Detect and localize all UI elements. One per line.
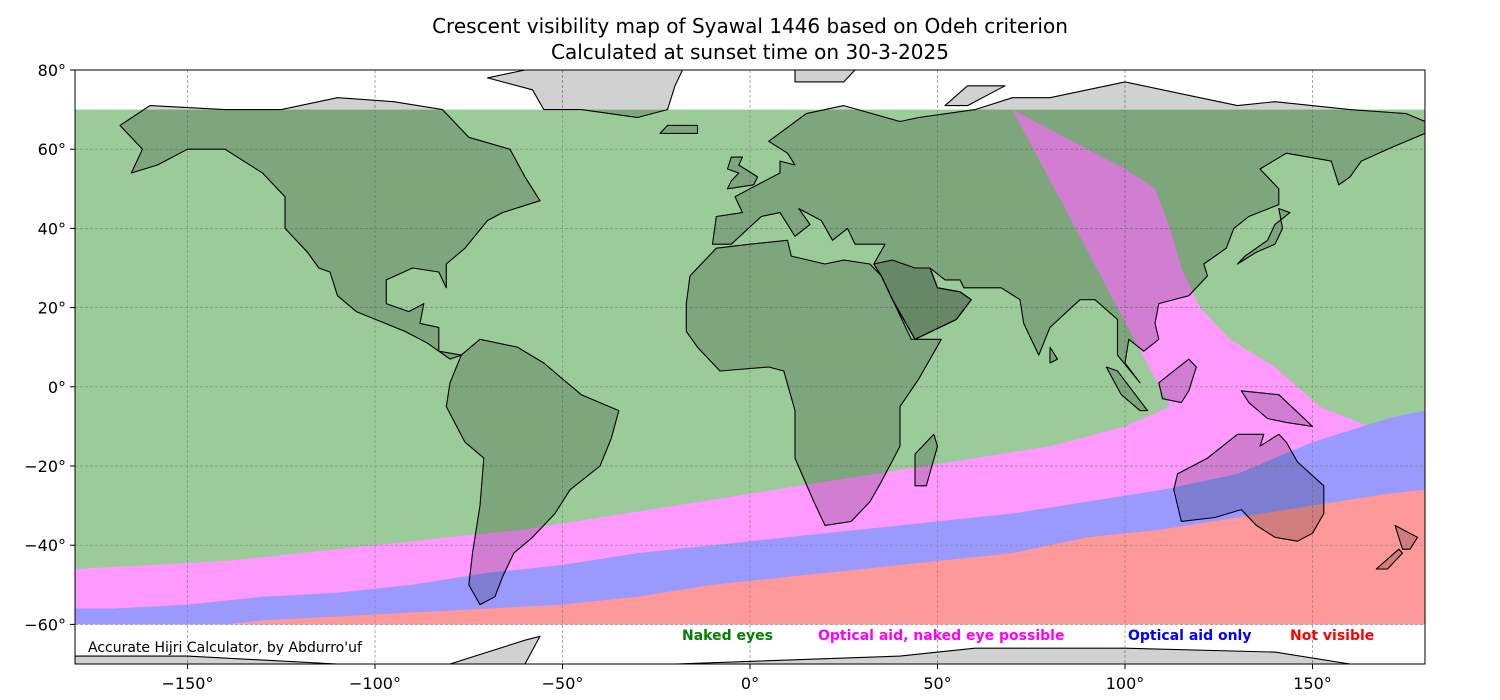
x-tick-label: 50°	[923, 674, 951, 693]
land-novaya-zemlya	[944, 85, 1006, 107]
legend-item: Naked eyes	[682, 628, 773, 644]
x-tick-label: −50°	[542, 674, 584, 693]
land-new-guinea	[1240, 390, 1314, 427]
y-tick-label: 0°	[48, 378, 66, 397]
land-borneo	[1158, 358, 1197, 404]
gridlines	[75, 70, 1425, 664]
x-tick-label: −100°	[349, 674, 401, 693]
x-tick-label: 100°	[1106, 674, 1145, 693]
land-sumatra	[1105, 366, 1149, 412]
land-antarctica-edge	[75, 635, 1425, 664]
credit-text: Accurate Hijri Calculator, by Abdurro'uf	[88, 640, 363, 656]
land-africa	[685, 239, 942, 526]
land-south-america	[445, 338, 620, 606]
continents	[75, 70, 1425, 664]
land-madagascar	[914, 433, 939, 487]
y-tick-label: −40°	[24, 536, 66, 555]
legend-item: Optical aid, naked eye possible	[818, 628, 1064, 644]
legend: Naked eyes Optical aid, naked eye possibl…	[682, 628, 1374, 644]
land-arabia-gap	[873, 259, 972, 340]
land-sri-lanka	[1049, 346, 1059, 364]
map-plot-area	[75, 70, 1425, 664]
y-axis-ticks: 80° 60° 40° 20° 0° −20° −40° −60°	[24, 61, 75, 634]
y-tick-label: 20°	[38, 299, 66, 318]
legend-item: Not visible	[1290, 628, 1374, 644]
land-japan	[1236, 208, 1291, 265]
x-tick-label: −150°	[162, 674, 214, 693]
legend-item: Optical aid only	[1128, 628, 1251, 644]
land-iceland	[659, 124, 699, 134]
x-tick-label: 150°	[1293, 674, 1332, 693]
land-new-zealand	[1394, 524, 1419, 550]
map-title-line1: Crescent visibility map of Syawal 1446 b…	[432, 14, 1068, 38]
land-australia	[1173, 433, 1325, 542]
map-title-line2: Calculated at sunset time on 30-3-2025	[551, 40, 949, 64]
y-tick-label: 40°	[38, 219, 66, 238]
land-new-zealand-south	[1375, 548, 1404, 570]
y-tick-label: 60°	[38, 140, 66, 159]
y-tick-label: −60°	[24, 615, 66, 634]
land-svalbard	[794, 70, 856, 83]
x-axis-ticks: −150° −100° −50° 0° 50° 100° 150°	[162, 664, 1332, 693]
land-greenland	[486, 70, 684, 119]
zone-optical-naked-possible	[75, 109, 1425, 625]
y-tick-label: −20°	[24, 457, 66, 476]
x-tick-label: 0°	[741, 674, 759, 693]
y-tick-label: 80°	[38, 61, 66, 80]
land-uk	[726, 156, 759, 190]
land-north-america	[119, 97, 541, 360]
